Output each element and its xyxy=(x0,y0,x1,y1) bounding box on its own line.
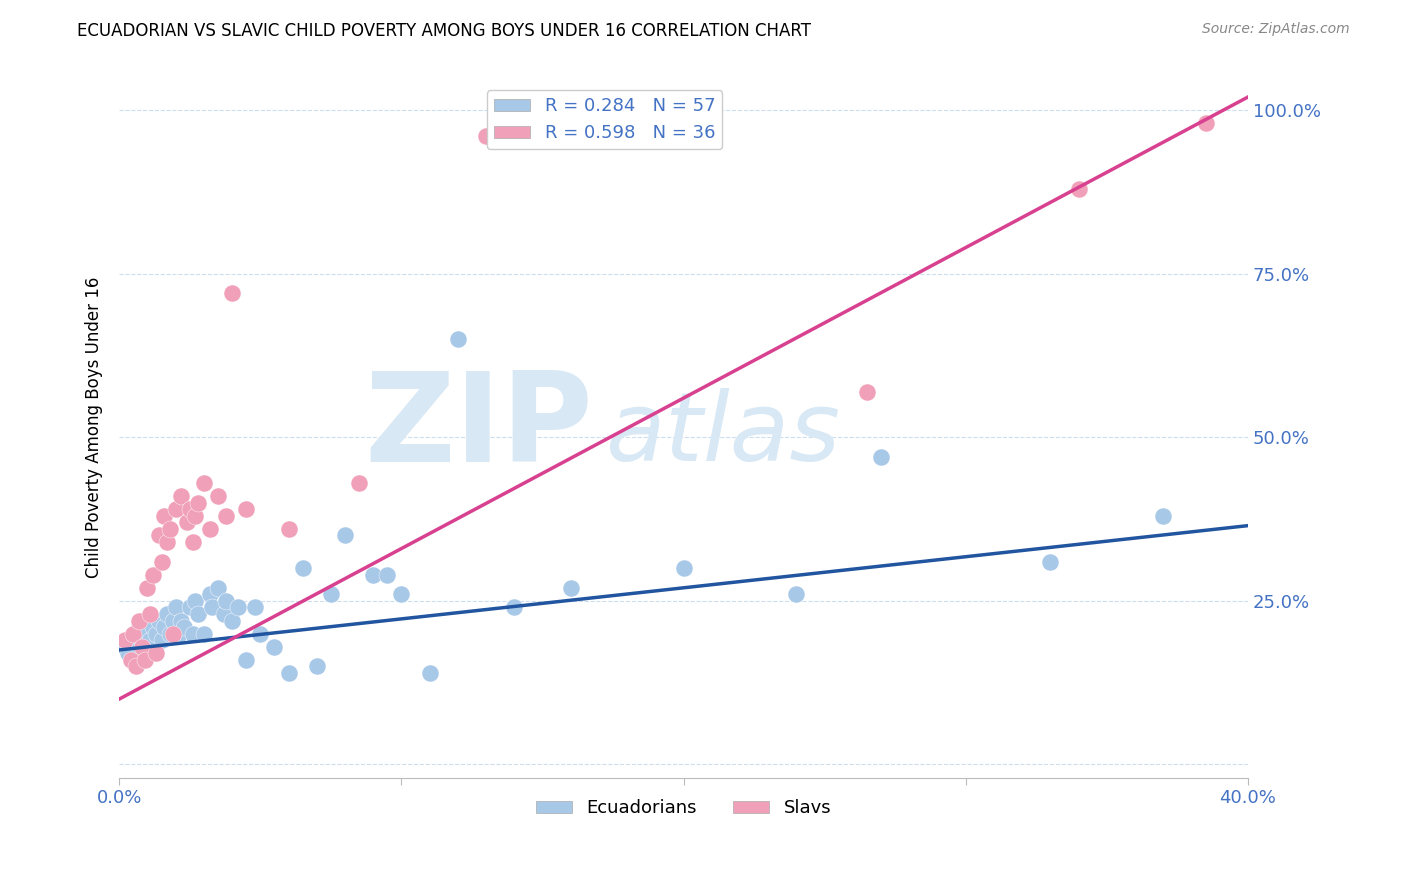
Point xyxy=(447,332,470,346)
Point xyxy=(263,640,285,654)
Y-axis label: Child Poverty Among Boys Under 16: Child Poverty Among Boys Under 16 xyxy=(86,277,103,578)
Point xyxy=(249,626,271,640)
Point xyxy=(181,535,204,549)
Point xyxy=(212,607,235,621)
Point xyxy=(136,581,159,595)
Point xyxy=(156,535,179,549)
Point xyxy=(198,522,221,536)
Point xyxy=(215,508,238,523)
Point xyxy=(235,502,257,516)
Point xyxy=(291,561,314,575)
Point xyxy=(375,567,398,582)
Point xyxy=(128,640,150,654)
Point xyxy=(165,502,187,516)
Point xyxy=(235,653,257,667)
Point xyxy=(159,522,181,536)
Point xyxy=(131,640,153,654)
Point xyxy=(153,508,176,523)
Point xyxy=(207,581,229,595)
Point xyxy=(114,640,136,654)
Point xyxy=(156,607,179,621)
Point xyxy=(1152,508,1174,523)
Point xyxy=(187,496,209,510)
Point xyxy=(148,614,170,628)
Point xyxy=(215,594,238,608)
Point xyxy=(131,614,153,628)
Point xyxy=(207,489,229,503)
Point xyxy=(122,626,145,640)
Point xyxy=(153,620,176,634)
Point xyxy=(184,508,207,523)
Point xyxy=(142,620,165,634)
Point xyxy=(150,633,173,648)
Point xyxy=(870,450,893,464)
Point xyxy=(159,626,181,640)
Point xyxy=(1067,182,1090,196)
Point xyxy=(176,516,198,530)
Point xyxy=(114,633,136,648)
Point xyxy=(221,614,243,628)
Point xyxy=(277,522,299,536)
Point xyxy=(120,633,142,648)
Point xyxy=(162,626,184,640)
Point xyxy=(785,587,807,601)
Point xyxy=(1194,116,1216,130)
Point xyxy=(167,626,190,640)
Point xyxy=(475,129,498,144)
Point xyxy=(173,620,195,634)
Point xyxy=(134,653,156,667)
Text: ECUADORIAN VS SLAVIC CHILD POVERTY AMONG BOYS UNDER 16 CORRELATION CHART: ECUADORIAN VS SLAVIC CHILD POVERTY AMONG… xyxy=(77,22,811,40)
Point xyxy=(319,587,342,601)
Point xyxy=(187,607,209,621)
Point xyxy=(139,607,162,621)
Point xyxy=(560,581,582,595)
Point xyxy=(125,659,148,673)
Point xyxy=(128,614,150,628)
Point xyxy=(179,600,201,615)
Point xyxy=(131,633,153,648)
Point xyxy=(305,659,328,673)
Point xyxy=(117,646,139,660)
Point xyxy=(134,646,156,660)
Point xyxy=(150,555,173,569)
Point xyxy=(139,633,162,648)
Point xyxy=(193,626,215,640)
Point xyxy=(128,620,150,634)
Point xyxy=(165,600,187,615)
Point xyxy=(145,626,167,640)
Text: atlas: atlas xyxy=(605,388,839,481)
Legend: Ecuadorians, Slavs: Ecuadorians, Slavs xyxy=(529,792,838,824)
Point xyxy=(198,587,221,601)
Point xyxy=(201,600,224,615)
Point xyxy=(170,614,193,628)
Point xyxy=(120,653,142,667)
Point xyxy=(145,646,167,660)
Point xyxy=(181,626,204,640)
Point xyxy=(162,614,184,628)
Text: Source: ZipAtlas.com: Source: ZipAtlas.com xyxy=(1202,22,1350,37)
Point xyxy=(184,594,207,608)
Point xyxy=(221,286,243,301)
Point xyxy=(148,528,170,542)
Point xyxy=(1039,555,1062,569)
Point xyxy=(122,653,145,667)
Point xyxy=(503,600,526,615)
Point xyxy=(170,489,193,503)
Point xyxy=(391,587,413,601)
Point xyxy=(419,665,441,680)
Point xyxy=(672,561,695,575)
Point xyxy=(347,476,370,491)
Point xyxy=(125,626,148,640)
Point xyxy=(333,528,356,542)
Point xyxy=(856,384,879,399)
Point xyxy=(142,567,165,582)
Point xyxy=(243,600,266,615)
Point xyxy=(277,665,299,680)
Point xyxy=(179,502,201,516)
Point xyxy=(193,476,215,491)
Point xyxy=(136,626,159,640)
Point xyxy=(226,600,249,615)
Text: ZIP: ZIP xyxy=(364,367,593,488)
Point xyxy=(361,567,384,582)
